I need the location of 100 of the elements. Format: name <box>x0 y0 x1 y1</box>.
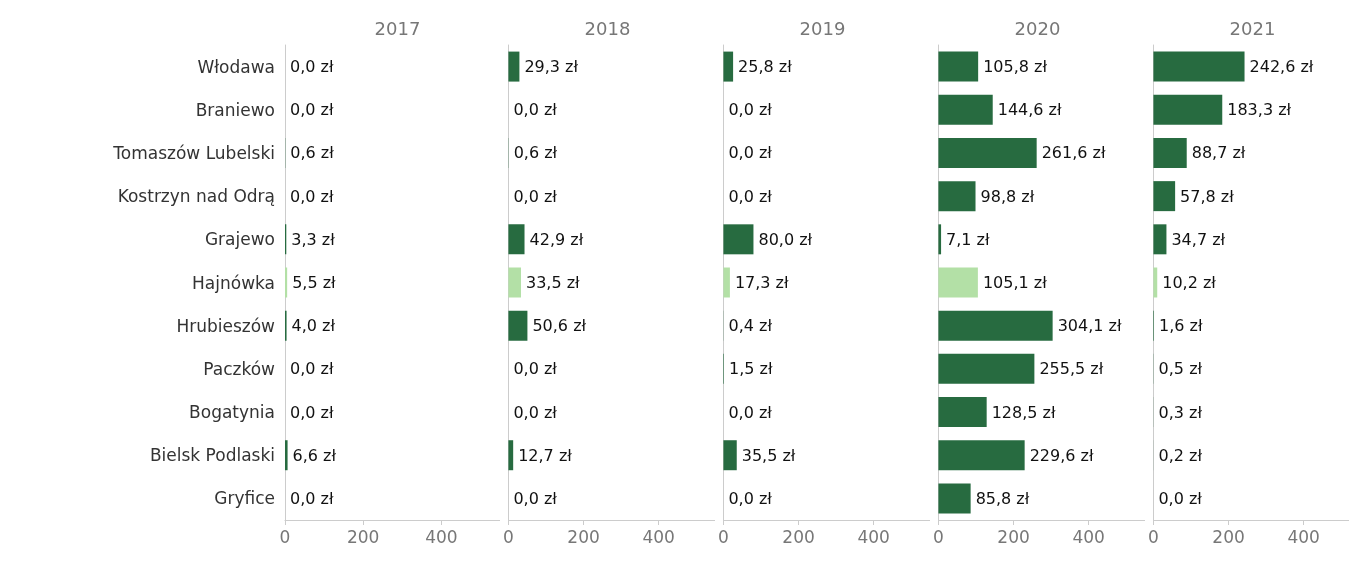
chart-title: 2017 <box>374 17 421 39</box>
bar <box>1153 224 1167 255</box>
x-tick-label: 200 <box>1212 526 1245 547</box>
data-label: 35,5 zł <box>741 445 796 465</box>
bar <box>938 224 942 255</box>
data-label: 3,3 zł <box>291 229 336 249</box>
x-tick-label: 400 <box>857 526 890 547</box>
y-tick-label: Paczków <box>203 358 276 379</box>
data-label: 229,6 zł <box>1029 445 1094 465</box>
x-tick-label: 200 <box>782 526 815 547</box>
bar <box>938 137 1037 168</box>
data-label: 0,0 zł <box>513 100 558 120</box>
x-tick-label: 0 <box>717 526 729 547</box>
x-tick-label: 200 <box>997 526 1030 547</box>
bar <box>938 181 976 212</box>
data-label: 0,0 zł <box>728 186 773 206</box>
bar <box>938 94 993 125</box>
data-label: 0,0 zł <box>1158 488 1203 508</box>
data-label: 88,7 zł <box>1191 143 1246 163</box>
y-tick-label: Włodawa <box>197 56 275 77</box>
data-label: 4,0 zł <box>291 316 336 336</box>
bar <box>938 397 987 428</box>
y-tick-label: Gryfice <box>214 488 275 509</box>
bar <box>508 310 528 341</box>
y-tick-label: Bogatynia <box>189 402 275 423</box>
data-label: 1,5 zł <box>728 359 773 379</box>
data-label: 0,0 zł <box>513 488 558 508</box>
data-label: 0,0 zł <box>728 488 773 508</box>
data-label: 34,7 zł <box>1171 229 1226 249</box>
chart-title: 2019 <box>799 17 846 39</box>
data-label: 0,2 zł <box>1158 445 1203 465</box>
y-tick-label: Kostrzyn nad Odrą <box>117 186 275 207</box>
data-label: 105,1 zł <box>982 273 1048 292</box>
data-label: 0,0 zł <box>290 186 334 206</box>
data-label: 80,0 zł <box>758 229 813 249</box>
data-label: 0,5 zł <box>1158 359 1203 379</box>
data-label: 105,8 zł <box>983 57 1048 77</box>
data-label: 6,6 zł <box>292 445 337 465</box>
bar <box>723 440 737 471</box>
data-label: 85,8 zł <box>975 488 1030 508</box>
y-tick-label: Braniewo <box>195 99 275 120</box>
data-label: 0,0 zł <box>728 143 773 163</box>
bar <box>938 51 979 82</box>
data-label: 57,8 zł <box>1180 186 1235 206</box>
x-tick-label: 0 <box>932 526 944 547</box>
bar <box>1153 94 1223 125</box>
bar <box>1153 51 1245 82</box>
data-label: 0,0 zł <box>290 359 334 379</box>
bar <box>508 224 525 255</box>
x-tick-label: 0 <box>279 526 291 547</box>
data-label: 33,5 zł <box>525 273 581 292</box>
y-tick-label: Tomaszów Lubelski <box>112 142 275 163</box>
y-tick-label: Bielsk Podlaski <box>149 445 275 466</box>
data-label: 7,1 zł <box>946 229 990 249</box>
x-tick-label: 0 <box>1147 526 1159 547</box>
data-label: 261,6 zł <box>1041 143 1106 163</box>
data-label: 1,6 zł <box>1159 316 1203 336</box>
data-label: 50,6 zł <box>532 316 587 336</box>
x-tick-label: 400 <box>1072 526 1105 547</box>
x-tick-label: 200 <box>346 526 380 547</box>
data-label: 0,0 zł <box>290 100 334 120</box>
data-label: 0,0 zł <box>290 57 334 77</box>
data-label: 10,2 zł <box>1162 273 1217 292</box>
data-label: 0,4 zł <box>728 316 773 336</box>
bar <box>938 440 1025 471</box>
data-label: 0,0 zł <box>728 402 773 422</box>
data-label: 17,3 zł <box>734 273 790 292</box>
chart-title: 2018 <box>584 17 631 39</box>
data-label: 98,8 zł <box>980 186 1035 206</box>
bar <box>938 483 971 514</box>
chart-title: 2021 <box>1229 17 1276 39</box>
data-label: 0,6 zł <box>513 143 558 163</box>
data-label: 0,0 zł <box>513 186 558 206</box>
data-label: 42,9 zł <box>529 229 584 249</box>
bar <box>508 267 521 298</box>
bar <box>1153 181 1176 212</box>
x-tick-label: 400 <box>1287 526 1320 547</box>
chart-title: 2020 <box>1014 17 1061 39</box>
data-label: 242,6 zł <box>1249 57 1314 77</box>
x-tick-label: 400 <box>642 526 675 547</box>
data-label: 0,0 zł <box>290 402 334 422</box>
bar <box>723 267 730 298</box>
data-label: 25,8 zł <box>738 57 793 77</box>
data-label: 0,0 zł <box>728 100 773 120</box>
data-label: 5,5 zł <box>292 273 337 292</box>
bar <box>723 51 734 82</box>
data-label: 0,6 zł <box>290 143 335 163</box>
bar <box>1153 137 1187 168</box>
data-label: 29,3 zł <box>524 57 579 77</box>
bar <box>508 440 514 471</box>
data-label: 0,3 zł <box>1158 402 1203 422</box>
bar <box>938 353 1035 384</box>
bar <box>938 267 978 298</box>
x-tick-label: 0 <box>502 526 514 547</box>
x-tick-label: 200 <box>567 526 600 547</box>
bar <box>1153 267 1158 298</box>
data-label: 0,0 zł <box>513 402 558 422</box>
y-tick-label: Grajewo <box>204 229 275 250</box>
data-label: 183,3 zł <box>1227 100 1292 120</box>
data-label: 12,7 zł <box>518 445 573 465</box>
